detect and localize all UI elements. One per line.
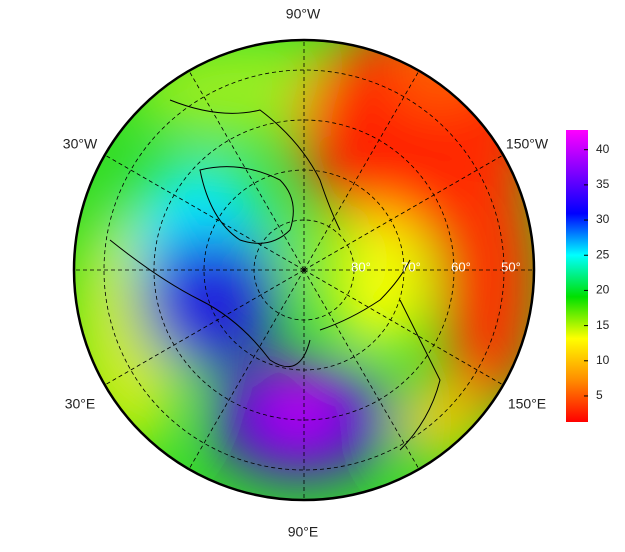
latitude-label: 80° — [351, 259, 371, 274]
longitude-label: 90°E — [288, 524, 319, 540]
colorbar-tick-label: 15 — [596, 318, 610, 332]
meridian — [303, 149, 513, 271]
meridian — [183, 61, 305, 271]
colorbar-tick-label: 5 — [596, 388, 603, 402]
colorbar-tick-label: 35 — [596, 177, 610, 191]
meridian — [303, 269, 513, 391]
colorbar-tick-label: 25 — [596, 247, 610, 261]
meridian — [303, 269, 425, 479]
colorbar-tick-label: 40 — [596, 142, 610, 156]
coastlines — [109, 99, 441, 451]
meridian — [95, 269, 305, 391]
meridian — [95, 149, 305, 271]
meridian — [303, 61, 425, 271]
colorbar-tick-label: 10 — [596, 353, 610, 367]
meridian — [183, 269, 305, 479]
colorbar-tick-label: 20 — [596, 283, 610, 297]
colorbar-tick-label: 30 — [596, 212, 610, 226]
map-border — [72, 38, 536, 502]
longitude-label: 150°W — [506, 136, 549, 152]
colorbar — [566, 130, 588, 422]
latitude-label: 70° — [401, 259, 421, 274]
latitude-label: 60° — [451, 259, 471, 274]
longitude-label: 90°W — [286, 6, 321, 22]
graticule — [74, 40, 534, 500]
longitude-label: 30°W — [63, 136, 98, 152]
latitude-label: 50° — [501, 259, 521, 274]
longitude-label: 30°E — [65, 396, 96, 412]
longitude-label: 150°E — [508, 396, 546, 412]
